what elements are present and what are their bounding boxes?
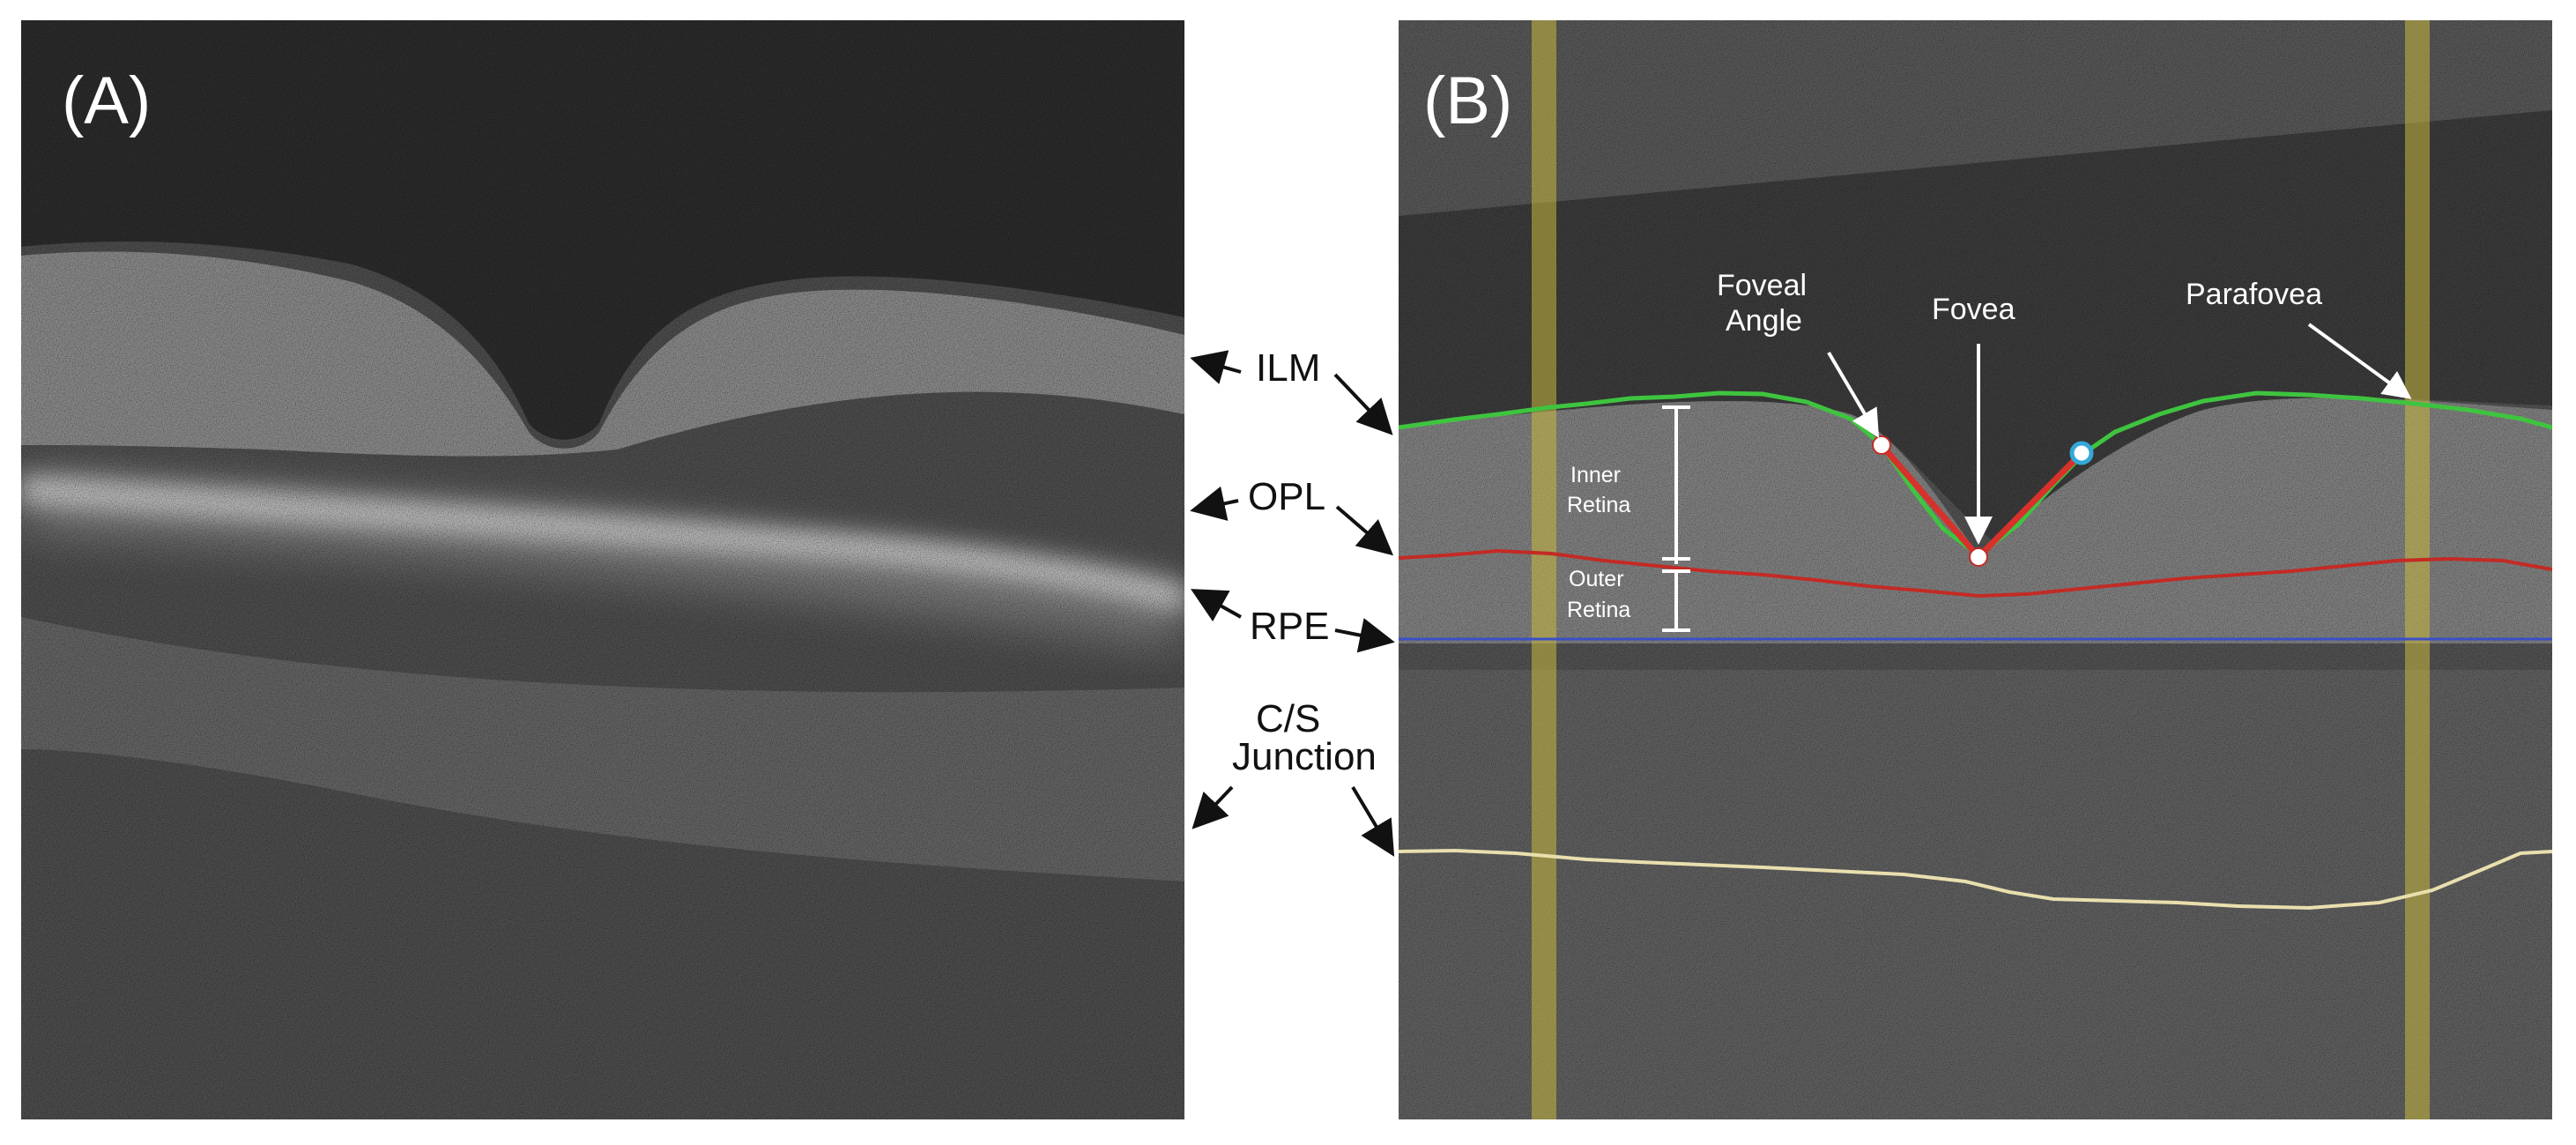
inner-retina-label-1: Inner xyxy=(1570,463,1621,487)
foveal-angle-point-left xyxy=(1872,435,1891,455)
cs-arrow-right xyxy=(1351,785,1395,857)
foveal-angle-label-2: Angle xyxy=(1726,304,1802,338)
opl-label: OPL xyxy=(1248,475,1325,518)
panel-a-oct-scan: (A) xyxy=(21,20,1184,1119)
layer-labels: ILM OPL RPE C/S Junction xyxy=(1190,346,1395,857)
parafovea-label: Parafovea xyxy=(2186,278,2322,311)
cs-arrow-left xyxy=(1191,785,1234,829)
foveal-angle-label-1: Foveal xyxy=(1717,269,1807,302)
retina-thickness-bracket xyxy=(1662,405,1690,632)
rpe-label: RPE xyxy=(1250,605,1329,648)
outer-retina-label-1: Outer xyxy=(1569,567,1624,591)
cs-junction-trace xyxy=(1399,848,2552,911)
panel-b-oct-scan: Inner Retina Outer Retina Foveal Angle F… xyxy=(1399,20,2552,1119)
panel-a-label: (A) xyxy=(62,63,151,138)
fovea-point xyxy=(1969,547,1988,567)
ilm-arrow-left xyxy=(1190,350,1242,384)
cs-junction-label-2: Junction xyxy=(1232,735,1377,778)
panel-b-label: (B) xyxy=(1423,63,1512,138)
parafovea-arrow xyxy=(2307,323,2412,399)
ilm-trace xyxy=(1399,390,2552,559)
inner-retina-label-2: Retina xyxy=(1567,493,1630,517)
opl-arrow-right xyxy=(1335,505,1394,556)
rpe-arrow-right xyxy=(1334,618,1395,653)
foveal-angle-arrow xyxy=(1827,351,1880,438)
foveal-angle-line-left xyxy=(1879,442,1981,560)
foveal-angle-point-right xyxy=(2069,441,2094,465)
outer-retina-label-2: Retina xyxy=(1567,598,1630,622)
parafovea-band-left xyxy=(1532,20,1556,1119)
foveal-angle-line-right xyxy=(1976,450,2084,560)
opl-trace xyxy=(1399,548,2552,599)
ilm-arrow-right xyxy=(1333,373,1393,435)
parafovea-band-right xyxy=(2405,20,2430,1119)
cs-junction-label-1: C/S xyxy=(1256,697,1320,740)
opl-arrow-left xyxy=(1190,486,1239,521)
rpe-arrow-left xyxy=(1191,589,1242,622)
ilm-label: ILM xyxy=(1256,346,1320,390)
fovea-label: Fovea xyxy=(1932,293,2016,326)
